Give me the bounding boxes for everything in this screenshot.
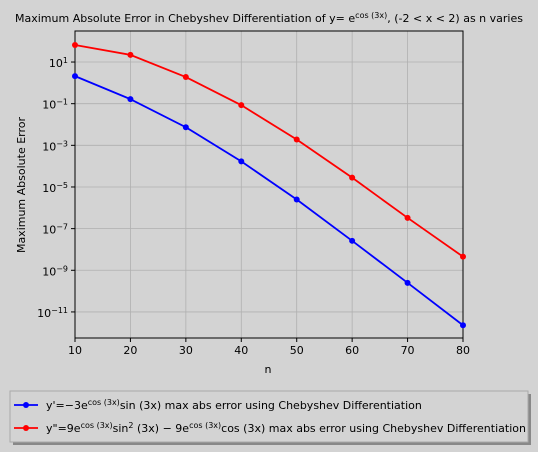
y-tick-label: 10−1 <box>42 97 68 112</box>
series-line <box>74 44 464 258</box>
data-point <box>72 73 78 80</box>
data-point <box>72 41 78 48</box>
superscript: 2 <box>128 421 133 430</box>
data-point <box>349 237 356 244</box>
text-part: y"=9e <box>46 422 81 435</box>
y-tick-label: 101 <box>49 56 68 71</box>
text-part: y'=−3e <box>46 399 88 412</box>
text-part: (3x) − 9e <box>134 422 190 435</box>
x-tick-label: 20 <box>123 344 137 357</box>
tick-exponent: −3 <box>56 139 68 148</box>
data-point <box>293 136 300 143</box>
data-point <box>293 196 300 203</box>
text-part: cos (3x) max abs error using Chebyshev D… <box>221 422 526 435</box>
y-tick-label: 10−9 <box>42 264 68 279</box>
superscript: cos (3x) <box>189 421 221 430</box>
legend-marker <box>23 425 29 431</box>
legend-label: y'=−3ecos (3x)sin (3x) max abs error usi… <box>46 398 422 413</box>
data-point <box>238 158 245 165</box>
legend-label: y"=9ecos (3x)sin2 (3x) − 9ecos (3x)cos (… <box>46 421 526 436</box>
data-point <box>404 214 411 221</box>
data-point <box>349 174 356 181</box>
data-point <box>182 74 189 81</box>
tick-base: 10 <box>42 265 56 278</box>
chart-title: Maximum Absolute Error in Chebyshev Diff… <box>15 11 523 26</box>
tick-base: 10 <box>42 182 56 195</box>
tick-base: 10 <box>37 307 51 320</box>
x-tick-label: 50 <box>290 344 304 357</box>
text-part: , (-2 < x < 2) as n varies <box>387 12 523 25</box>
tick-base: 10 <box>42 140 56 153</box>
text-part: Maximum Absolute Error in Chebyshev Diff… <box>15 12 348 25</box>
x-tick-label: 40 <box>234 344 248 357</box>
superscript: cos (3x) <box>88 398 120 407</box>
legend-box <box>9 390 529 443</box>
x-tick-label: 30 <box>179 344 193 357</box>
legend-marker <box>23 402 29 408</box>
x-tick-label: 70 <box>401 344 415 357</box>
tick-base: 10 <box>49 57 63 70</box>
tick-base: 10 <box>42 99 56 112</box>
tick-exponent: −7 <box>56 222 68 231</box>
tick-exponent: −9 <box>56 264 68 273</box>
text-part: e <box>348 12 355 25</box>
x-tick-label: 10 <box>68 344 82 357</box>
axes-frame <box>74 30 464 339</box>
x-tick-label: 80 <box>456 344 470 357</box>
superscript: cos (3x) <box>355 11 387 20</box>
data-point <box>127 96 134 103</box>
y-tick-label: 10−7 <box>42 222 68 237</box>
superscript: cos (3x) <box>81 421 113 430</box>
data-point <box>404 279 411 286</box>
y-tick-label: 10−5 <box>42 180 68 195</box>
data-point <box>460 253 466 260</box>
data-point <box>182 124 189 131</box>
y-tick-label: 10−3 <box>42 139 68 154</box>
y-axis-label: Maximum Absolute Error <box>15 116 28 253</box>
data-point <box>238 102 245 109</box>
plot-area <box>75 31 463 338</box>
tick-exponent: −1 <box>56 97 68 106</box>
text-part: sin <box>113 422 129 435</box>
tick-exponent: −5 <box>56 180 68 189</box>
series-line <box>74 75 464 326</box>
tick-base: 10 <box>42 224 56 237</box>
tick-exponent: −11 <box>51 305 68 314</box>
data-point <box>460 322 466 329</box>
tick-exponent: 1 <box>63 56 68 65</box>
y-tick-label: 10−11 <box>37 305 68 320</box>
x-axis-label: n <box>265 363 272 376</box>
data-point <box>127 51 134 58</box>
text-part: sin (3x) max abs error using Chebyshev D… <box>120 399 422 412</box>
x-tick-label: 60 <box>345 344 359 357</box>
